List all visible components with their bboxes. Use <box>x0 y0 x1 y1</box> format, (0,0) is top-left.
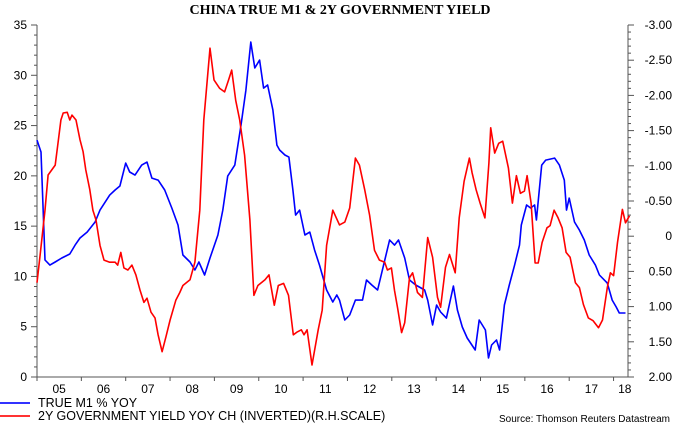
left-axis-tick-label: 5 <box>20 320 27 334</box>
right-axis-tick-label: -3.00 <box>645 18 673 32</box>
x-axis-tick-label: 10 <box>274 382 288 396</box>
right-axis-tick-label: -1.00 <box>645 159 673 173</box>
x-axis-tick-label: 13 <box>407 382 421 396</box>
x-axis-tick-label: 09 <box>230 382 244 396</box>
legend-swatch-blue-icon <box>0 401 30 404</box>
right-axis-tick-label: 1.00 <box>649 300 673 314</box>
yield-series-line <box>36 47 631 366</box>
right-axis-tick-label: -0.50 <box>645 194 673 208</box>
right-axis-tick-label: 1.50 <box>649 335 673 349</box>
left-axis-tick-label: 15 <box>14 219 28 233</box>
right-axis-tick-label: -2.00 <box>645 88 673 102</box>
legend-swatch-red-icon <box>0 414 30 417</box>
left-axis-tick-label: 25 <box>14 119 28 133</box>
x-axis-tick-label: 08 <box>186 382 200 396</box>
x-axis-tick-label: 15 <box>496 382 510 396</box>
legend: TRUE M1 % YOY 2Y GOVERNMENT YIELD YOY CH… <box>0 395 386 423</box>
right-axis-tick-label: -1.50 <box>645 124 673 138</box>
x-axis-tick-label: 06 <box>97 382 111 396</box>
left-axis-tick-label: 20 <box>14 169 28 183</box>
legend-label-m1: TRUE M1 % YOY <box>38 395 138 410</box>
x-axis-tick-label: 18 <box>618 382 632 396</box>
legend-label-yield: 2Y GOVERNMENT YIELD YOY CH (INVERTED)(R.… <box>38 408 386 423</box>
left-axis-tick-label: 30 <box>14 68 28 82</box>
x-axis-tick-label: 16 <box>540 382 554 396</box>
source-note: Source: Thomson Reuters Datastream <box>498 414 670 425</box>
chart-lines <box>36 41 631 366</box>
left-axis-tick-label: 10 <box>14 269 28 283</box>
x-axis-tick-label: 17 <box>585 382 599 396</box>
chart-title: CHINA TRUE M1 & 2Y GOVERNMENT YIELD <box>189 3 491 18</box>
legend-item-m1: TRUE M1 % YOY <box>0 395 385 410</box>
m1-series-line <box>36 41 626 359</box>
right-axis-tick-label: -2.50 <box>645 53 673 67</box>
right-axis-tick-label: 0.50 <box>649 264 673 278</box>
x-axis-tick-label: 05 <box>52 382 66 396</box>
x-axis-tick-label: 12 <box>363 382 377 396</box>
x-axis-tick-label: 11 <box>319 382 332 396</box>
x-axis-tick-label: 07 <box>141 382 155 396</box>
right-axis-tick-label: 2.00 <box>649 370 673 384</box>
right-axis-tick-label: 0 <box>665 229 672 243</box>
left-axis-tick-label: 0 <box>20 370 27 384</box>
left-axis-tick-label: 35 <box>14 18 28 32</box>
x-axis-tick-label: 14 <box>452 382 466 396</box>
legend-item-yield: 2Y GOVERNMENT YIELD YOY CH (INVERTED)(R.… <box>0 408 386 423</box>
